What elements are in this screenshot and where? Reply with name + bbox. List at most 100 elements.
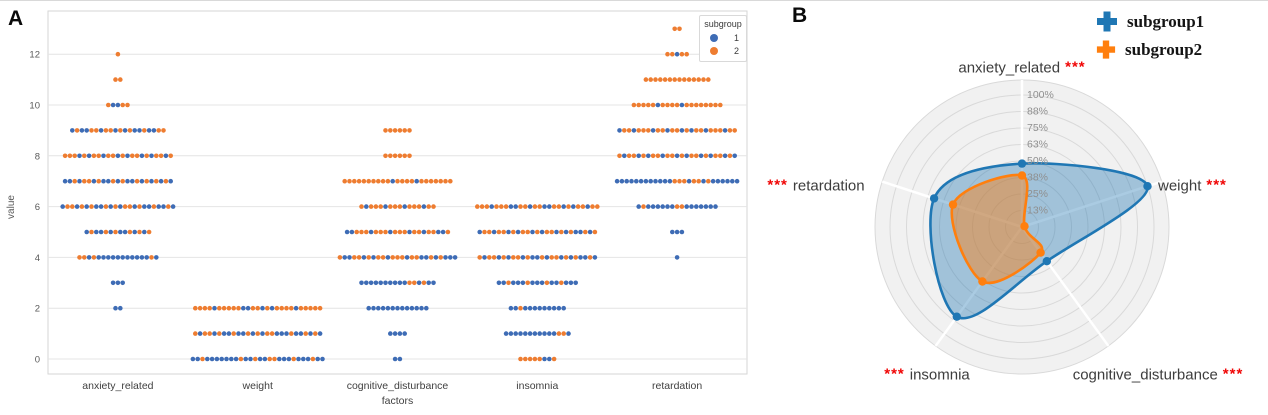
swarm-dot [544, 255, 550, 260]
swarm-dot [236, 305, 241, 311]
swarm-dot [361, 255, 367, 260]
swarm-dot [544, 280, 550, 286]
swarm-dot [431, 280, 436, 286]
swarm-dot [679, 229, 685, 235]
swarm-dot [296, 356, 301, 362]
swarm-dot [708, 128, 713, 133]
swarm-dot [373, 204, 379, 209]
swarm-dot [118, 204, 123, 209]
swarm-dot [137, 229, 142, 235]
swarm-dot [414, 305, 420, 311]
swarm-column-weight [190, 305, 325, 362]
swarm-dot [617, 128, 622, 133]
swarm-dot [70, 128, 75, 133]
swarm-dot [537, 305, 542, 311]
swarm-dot [554, 229, 559, 235]
swarm-dot [421, 204, 427, 209]
swarm-dot [506, 280, 511, 286]
swarm-dot [368, 204, 374, 209]
swarm-dot [670, 128, 675, 133]
swarm-dot [298, 305, 304, 311]
swarm-dot [419, 178, 424, 184]
swarm-dot [433, 255, 439, 260]
swarm-dot [108, 229, 113, 235]
significance-stars: *** [1065, 58, 1086, 76]
swarm-dot [368, 280, 374, 286]
swarm-dot [708, 153, 713, 159]
swarm-dot [636, 128, 641, 133]
swarm-dot [115, 102, 121, 108]
swarm-dot [722, 153, 728, 159]
swarm-dot [115, 255, 121, 260]
swarm-dot [694, 128, 699, 133]
swarm-dot [713, 102, 718, 108]
swarm-dot [682, 77, 687, 82]
swarm-dot [559, 280, 564, 286]
swarm-dot [400, 178, 405, 184]
swarm-dot [670, 51, 675, 57]
radar-axis-label-retardation: *** retardation [767, 177, 864, 195]
ring-label: 100% [1027, 89, 1054, 101]
swarm-dot [701, 178, 706, 184]
swarm-dot [527, 356, 533, 362]
swarm-dot [414, 255, 420, 260]
polar-spoke [1020, 226, 1110, 347]
swarm-dot [94, 128, 99, 133]
swarm-dot [658, 178, 663, 184]
swarm-dot [149, 255, 154, 260]
swarm-dot [482, 255, 487, 260]
swarm-dot [125, 153, 130, 159]
swarm-dot [113, 204, 118, 209]
swarm-dot [722, 128, 728, 133]
swarm-dot [718, 102, 723, 108]
swarm-dot [537, 204, 542, 209]
swarm-dot [279, 331, 285, 336]
swarm-dot [660, 204, 665, 209]
swarm-dot [592, 229, 598, 235]
swarm-dot [356, 255, 362, 260]
swarm-dot [426, 229, 432, 235]
swarm-dot [568, 255, 574, 260]
swarm-dot [214, 356, 220, 362]
x-tick-label: cognitive_disturbance [347, 380, 449, 392]
swarm-dot [547, 305, 552, 311]
swarm-dot [383, 128, 388, 133]
swarm-dot [190, 356, 196, 362]
swarm-dot [142, 229, 147, 235]
swarm-dot [98, 229, 104, 235]
swarm-dot [542, 356, 547, 362]
swarm-dot [549, 280, 554, 286]
swarm-dot [535, 229, 540, 235]
swarm-dot [578, 255, 583, 260]
swarm-dot [303, 331, 309, 336]
plus-marker-icon [1097, 11, 1117, 32]
swarm-dot [390, 305, 396, 311]
swarm-dot [397, 128, 403, 133]
swarm-dot [67, 153, 73, 159]
swarm-dot [130, 255, 135, 260]
swarm-dot [373, 229, 379, 235]
swarm-dot [115, 51, 121, 57]
swarm-dot [530, 280, 535, 286]
swarm-dot [342, 255, 348, 260]
swarm-dot [547, 331, 552, 336]
swarm-dot [106, 102, 111, 108]
ring-label: 25% [1027, 188, 1048, 200]
swarm-dot [154, 178, 159, 184]
swarm-dot [583, 229, 588, 235]
swarm-dot [626, 128, 632, 133]
swarm-dot [501, 255, 507, 260]
swarm-dot [506, 229, 511, 235]
swarm-dot [665, 153, 670, 159]
swarm-dot [108, 128, 113, 133]
swarm-dot [125, 178, 130, 184]
swarm-dot [674, 229, 680, 235]
swarm-dot [631, 102, 637, 108]
swarm-dot [648, 77, 653, 82]
swarm-dot [110, 102, 116, 108]
radar-legend-item-2: subgroup2 [1096, 37, 1204, 63]
swarm-dot [305, 356, 311, 362]
swarm-dot [715, 178, 721, 184]
axis-label-text: insomnia [909, 366, 970, 384]
swarm-dot [197, 331, 203, 336]
